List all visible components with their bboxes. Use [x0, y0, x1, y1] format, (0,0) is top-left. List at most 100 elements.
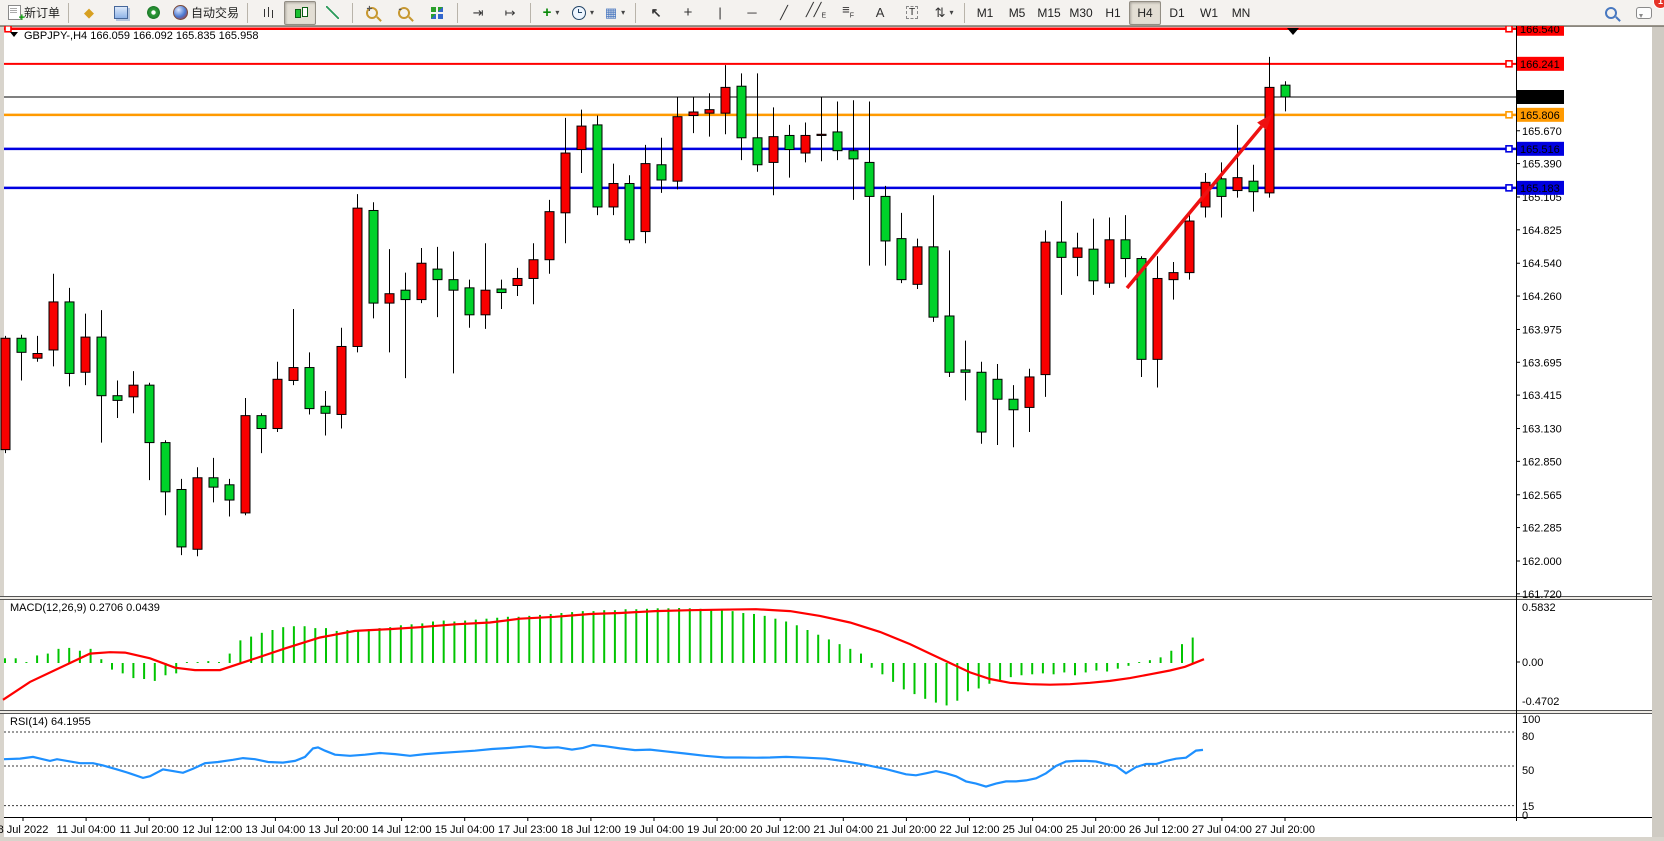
- history-center-button[interactable]: ◆: [73, 1, 105, 25]
- chat-icon: [1636, 6, 1652, 19]
- line-chart-button[interactable]: [316, 1, 348, 25]
- symbol-collapse-icon[interactable]: [10, 32, 18, 37]
- candle: [256, 413, 267, 454]
- line-handle[interactable]: [1505, 60, 1513, 68]
- search-icon: [1604, 6, 1617, 19]
- new-order-button[interactable]: 新订单: [4, 1, 64, 25]
- timeframe-button-H4[interactable]: H4: [1129, 0, 1162, 25]
- candle: [272, 361, 283, 433]
- line-handle[interactable]: [1505, 145, 1513, 153]
- candle: [416, 247, 427, 304]
- candle: [320, 391, 331, 436]
- line-handle[interactable]: [1505, 184, 1513, 192]
- price-tick-label: 163.415: [1522, 390, 1562, 402]
- new-order-icon: [8, 5, 25, 24]
- time-tick-label: 17 Jul 23:00: [498, 824, 558, 836]
- time-tick-label: 11 Jul 04:00: [57, 824, 116, 836]
- notifications-button[interactable]: 1: [1628, 0, 1664, 25]
- candle: [1120, 215, 1131, 278]
- horizontal-line-button[interactable]: ─: [736, 1, 768, 25]
- line-handle[interactable]: [4, 24, 12, 33]
- text-label-button[interactable]: T: [896, 1, 928, 25]
- time-tick-label: 13 Jul 04:00: [245, 824, 305, 836]
- time-tick-label: 14 Jul 12:00: [372, 824, 432, 836]
- line-handle[interactable]: [1505, 111, 1513, 119]
- arrow-obj-button[interactable]: ⇅ ▾: [928, 1, 960, 25]
- candle: [192, 467, 203, 557]
- candle: [688, 96, 699, 134]
- history-icon: ◆: [84, 5, 95, 20]
- add-indicator-button[interactable]: + ▾: [535, 1, 567, 25]
- candle: [160, 440, 171, 516]
- candle: [672, 96, 683, 190]
- trendline-button[interactable]: ╱: [768, 1, 800, 25]
- separator: [247, 2, 249, 23]
- candle: [896, 212, 907, 284]
- window-right-edge: [1652, 26, 1664, 841]
- chart-shift-button[interactable]: ⇥: [462, 1, 494, 25]
- timeframe-button-H1[interactable]: H1: [1105, 5, 1121, 20]
- price-tick-label: 165.390: [1522, 159, 1562, 171]
- text-button[interactable]: A: [864, 1, 896, 25]
- candle: [304, 352, 315, 415]
- chevron-down-icon: ▾: [555, 8, 560, 17]
- timeframe-button-M5[interactable]: M5: [1008, 5, 1026, 20]
- candle: [128, 371, 139, 414]
- zoom-in-icon: +: [365, 4, 378, 19]
- price-tick-label: 165.670: [1522, 126, 1562, 138]
- vertical-line-button[interactable]: |: [704, 1, 736, 25]
- cursor-button[interactable]: ↖: [640, 1, 672, 25]
- horizontal-level-lines[interactable]: [4, 24, 1516, 192]
- timeframe-button-M1[interactable]: M1: [976, 5, 994, 20]
- line-handle[interactable]: [1505, 24, 1513, 33]
- panel-divider[interactable]: [0, 710, 1652, 714]
- line-chart-icon: [325, 6, 339, 19]
- candle: [560, 117, 571, 244]
- trend-arrow[interactable]: [1125, 114, 1272, 290]
- bar-chart-button[interactable]: [252, 1, 284, 25]
- candle: [64, 287, 75, 387]
- zoom-in-button[interactable]: +: [357, 1, 389, 25]
- candle: [640, 144, 651, 244]
- price-badge-166.241: 166.241: [1517, 56, 1564, 71]
- auto-trading-button[interactable]: 自动交易: [169, 1, 243, 25]
- equidistant-channel-button[interactable]: ╱╱E: [800, 1, 832, 25]
- timeframe-button-M30[interactable]: M30: [1069, 5, 1093, 20]
- periods-button[interactable]: ▾: [567, 1, 599, 25]
- price-tick-label: 163.695: [1522, 357, 1562, 369]
- macd-panel: [2, 608, 1205, 706]
- charts-window-button[interactable]: [105, 1, 137, 25]
- zoom-out-button[interactable]: -: [389, 1, 421, 25]
- cursor-icon: ↖: [650, 5, 662, 20]
- candle: [816, 96, 827, 162]
- candle: [768, 107, 779, 196]
- candle: [1184, 215, 1195, 280]
- candle: [624, 175, 635, 244]
- search-button[interactable]: [1596, 1, 1628, 25]
- fibonacci-button[interactable]: ≡F: [832, 1, 864, 25]
- price-tick-label: 162.565: [1522, 490, 1562, 502]
- price-tick-label: 165.105: [1522, 192, 1562, 204]
- time-tick-label: 27 Jul 20:00: [1255, 824, 1315, 836]
- crosshair-button[interactable]: +: [672, 1, 704, 25]
- templates-button[interactable]: ▦ ▾: [599, 1, 631, 25]
- candle: [480, 243, 491, 329]
- tile-windows-button[interactable]: [421, 1, 453, 25]
- chart-title: GBPJPY-,H4 166.059 166.092 165.835 165.9…: [24, 30, 258, 42]
- timeframe-button-D1[interactable]: D1: [1169, 5, 1185, 20]
- timeframe-button-W1[interactable]: W1: [1200, 5, 1219, 20]
- down-triangle-marker[interactable]: [1287, 28, 1299, 35]
- new-order-label: 新订单: [24, 6, 61, 20]
- rsi-tick-label: 100: [1522, 714, 1540, 726]
- autotrade-globe-icon: [173, 5, 189, 20]
- timeframe-button-M15[interactable]: M15: [1037, 5, 1061, 20]
- panel-divider[interactable]: [0, 596, 1652, 600]
- candlestick-chart-button[interactable]: [284, 0, 317, 25]
- timeframe-button-MN[interactable]: MN: [1231, 5, 1251, 20]
- macd-tick-label: -0.4702: [1522, 696, 1559, 708]
- chevron-down-icon: ▾: [621, 8, 626, 17]
- auto-scroll-button[interactable]: ↦: [494, 1, 526, 25]
- macd-label: MACD(12,26,9) 0.2706 0.0439: [10, 602, 160, 614]
- community-button[interactable]: [137, 1, 169, 25]
